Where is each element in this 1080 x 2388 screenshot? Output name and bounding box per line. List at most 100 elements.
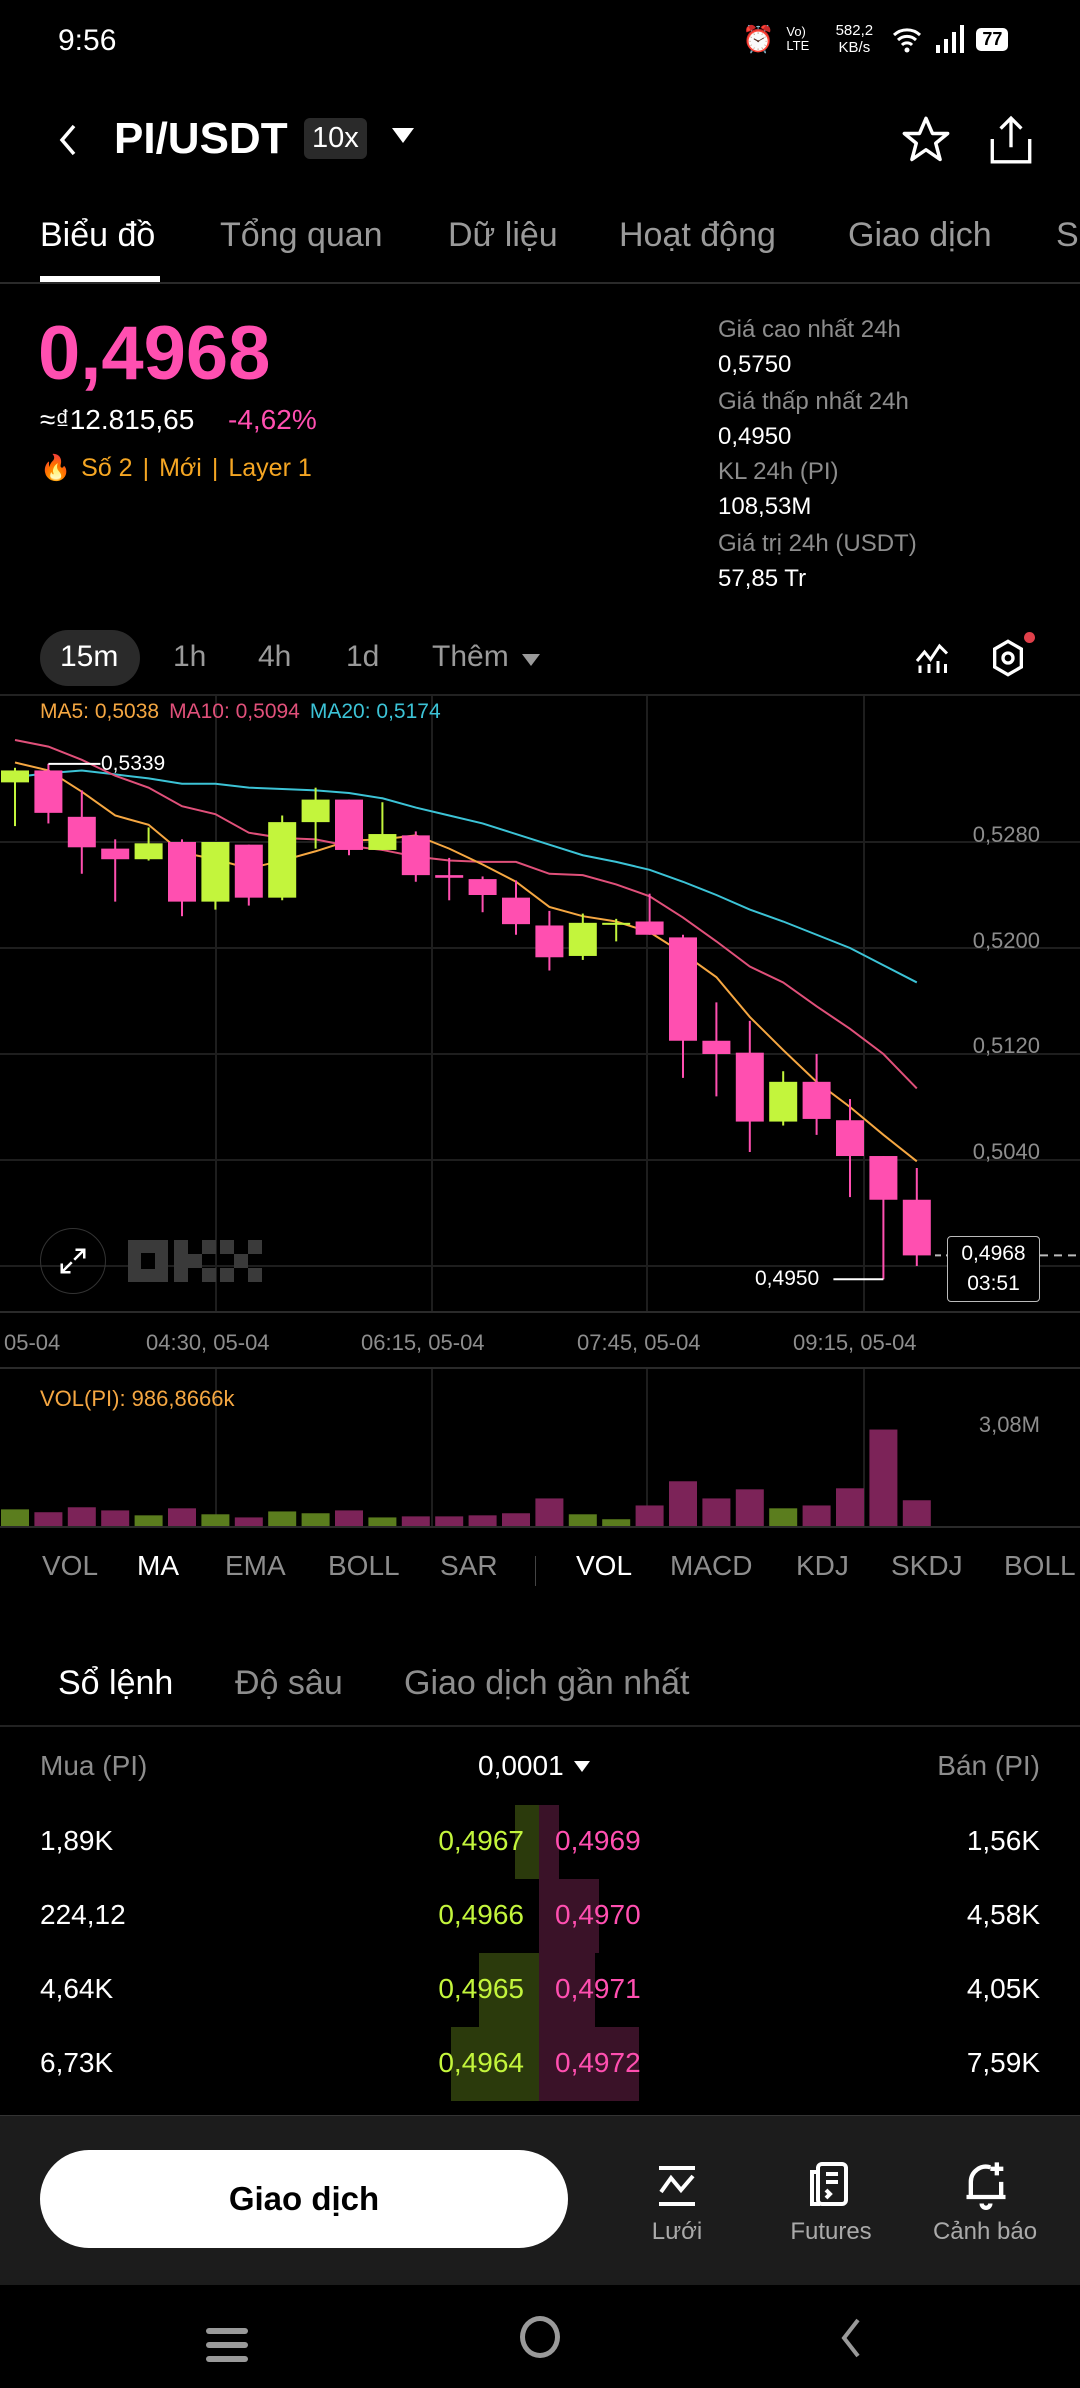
ask-price[interactable]: 0,4969: [555, 1825, 641, 1856]
indicator-macd[interactable]: MACD: [670, 1550, 753, 1581]
orderbook-row[interactable]: 4,64K 0,4965 0,4971 4,05K: [0, 1953, 1080, 2027]
candle-down: [468, 879, 497, 895]
indicator-sar[interactable]: SAR: [440, 1550, 498, 1581]
grid-label[interactable]: Lưới: [651, 2218, 703, 2245]
status-time: 9:56: [58, 24, 117, 57]
timeframe-15m-label[interactable]: 15m: [60, 640, 119, 673]
orderbook-tab-recent[interactable]: Giao dịch gần nhất: [404, 1664, 690, 1702]
grid-bot-icon[interactable]: [653, 2162, 701, 2210]
volume-bar: [535, 1498, 564, 1526]
candle-down: [902, 1199, 931, 1256]
volume-bar: [702, 1498, 731, 1526]
candle-up: [368, 834, 397, 850]
timeframe-15m[interactable]: [40, 630, 140, 686]
ask-price[interactable]: 0,4972: [555, 2047, 641, 2078]
candle-down: [836, 1120, 864, 1157]
bid-price[interactable]: 0,4964: [438, 2047, 524, 2078]
high-price-label: 0,5339: [101, 752, 166, 775]
precision-dropdown-icon[interactable]: [573, 1760, 590, 1772]
ask-price[interactable]: 0,4971: [555, 1973, 641, 2004]
timeframe-more[interactable]: Thêm: [432, 640, 509, 673]
volume-bar: [669, 1481, 697, 1526]
bid-price[interactable]: 0,4966: [438, 1899, 524, 1930]
timeframe-4h[interactable]: 4h: [258, 640, 292, 673]
tag-layer[interactable]: Layer 1: [228, 454, 312, 482]
precision-selector[interactable]: 0,0001: [478, 1750, 590, 1782]
candle-down: [401, 835, 430, 876]
indicator-skdj[interactable]: SKDJ: [891, 1550, 963, 1581]
star-icon[interactable]: [900, 114, 952, 166]
timeframe-1d[interactable]: 1d: [346, 640, 380, 673]
x-tick: 07:45, 05-04: [577, 1330, 701, 1355]
candle-down: [535, 925, 564, 958]
tab-trades[interactable]: Giao dịch: [848, 216, 992, 254]
trade-button[interactable]: Giao dịch: [40, 2150, 568, 2248]
sell-quantity: 4,05K: [966, 1973, 1040, 2004]
share-icon[interactable]: [986, 114, 1036, 166]
tab-data[interactable]: Dữ liệu: [448, 216, 558, 254]
ma-legend: MA5: 0,5038 MA10: 0,5094 MA20: 0,5174: [40, 700, 441, 724]
home-button[interactable]: [520, 2316, 560, 2358]
candle-up: [1, 770, 29, 783]
more-dropdown-icon[interactable]: [522, 654, 540, 666]
tab-activity[interactable]: Hoạt động: [619, 216, 776, 254]
orderbook-row[interactable]: 1,89K 0,4967 0,4969 1,56K: [0, 1805, 1080, 1879]
candle-down: [234, 844, 263, 898]
y-tick: 0,5200: [972, 928, 1040, 953]
ask-price[interactable]: 0,4970: [555, 1899, 641, 1930]
volume-bar: [735, 1489, 764, 1526]
recent-apps-button[interactable]: [206, 2328, 248, 2362]
orderbook-tab-book[interactable]: Sổ lệnh: [58, 1664, 174, 1702]
stat-turnover-label: Giá trị 24h (USDT): [718, 530, 917, 557]
last-price-marker: 0,4968: [961, 1242, 1026, 1265]
tag-rank[interactable]: Số 2: [81, 454, 133, 482]
tab-more[interactable]: S: [1056, 216, 1079, 254]
system-back-icon[interactable]: [836, 2316, 864, 2360]
timeframe-1h[interactable]: 1h: [173, 640, 207, 673]
indicator-icon[interactable]: [914, 640, 950, 676]
indicator-kdj[interactable]: KDJ: [796, 1550, 849, 1581]
tab-chart[interactable]: Biểu đồ: [40, 216, 156, 254]
indicator-boll-sub[interactable]: BOLL: [1004, 1550, 1076, 1581]
pair-title[interactable]: PI/USDT: [114, 114, 288, 163]
tab-overview[interactable]: Tổng quan: [220, 216, 383, 254]
candle-down: [702, 1040, 731, 1054]
precision-value[interactable]: 0,0001: [478, 1750, 564, 1781]
stat-volume-value: 108,53M: [718, 493, 812, 520]
fullscreen-button[interactable]: [40, 1228, 106, 1294]
candle-up: [134, 843, 163, 860]
bid-depth-bar: [479, 1953, 539, 2027]
alert-bell-icon[interactable]: [960, 2158, 1012, 2210]
stat-turnover-value: 57,85 Tr: [718, 565, 807, 592]
orderbook-row[interactable]: 6,73K 0,4964 0,4972 7,59K: [0, 2027, 1080, 2101]
settings-notification-dot: [1024, 632, 1035, 643]
price-chart[interactable]: [0, 0, 1080, 1540]
bid-depth-bar: [451, 2027, 539, 2101]
divider: [0, 1725, 1080, 1727]
bid-price[interactable]: 0,4967: [438, 1825, 524, 1856]
orderbook-row[interactable]: 224,12 0,4966 0,4970 4,58K: [0, 1879, 1080, 1953]
ma20-line: [14, 769, 918, 984]
buy-quantity: 6,73K: [40, 2047, 114, 2078]
indicator-ema[interactable]: EMA: [225, 1550, 286, 1581]
tag-new[interactable]: Mới: [159, 454, 202, 482]
indicator-vol-main[interactable]: VOL: [42, 1550, 99, 1581]
orderbook-tab-depth[interactable]: Độ sâu: [235, 1664, 343, 1702]
bid-price[interactable]: 0,4965: [438, 1973, 524, 2004]
indicator-divider: [535, 1556, 536, 1586]
tags: 🔥 Số 2 | Mới | Layer 1: [40, 454, 312, 483]
indicator-vol-sub[interactable]: VOL: [576, 1550, 633, 1581]
alert-label[interactable]: Cảnh báo: [932, 2218, 1038, 2245]
futures-label[interactable]: Futures: [790, 2218, 872, 2245]
futures-icon[interactable]: [806, 2160, 854, 2210]
indicator-ma[interactable]: MA: [137, 1550, 179, 1581]
sell-header: Bán (PI): [937, 1750, 1040, 1781]
volume-bar: [101, 1510, 130, 1526]
back-icon[interactable]: [56, 122, 80, 158]
settings-icon[interactable]: [988, 638, 1028, 678]
pair-dropdown-icon[interactable]: [392, 128, 414, 143]
indicator-boll-main[interactable]: BOLL: [328, 1550, 400, 1581]
leverage-badge[interactable]: 10x: [304, 118, 367, 159]
volume-bar: [568, 1514, 597, 1526]
low-price-label: 0,4950: [755, 1267, 820, 1290]
